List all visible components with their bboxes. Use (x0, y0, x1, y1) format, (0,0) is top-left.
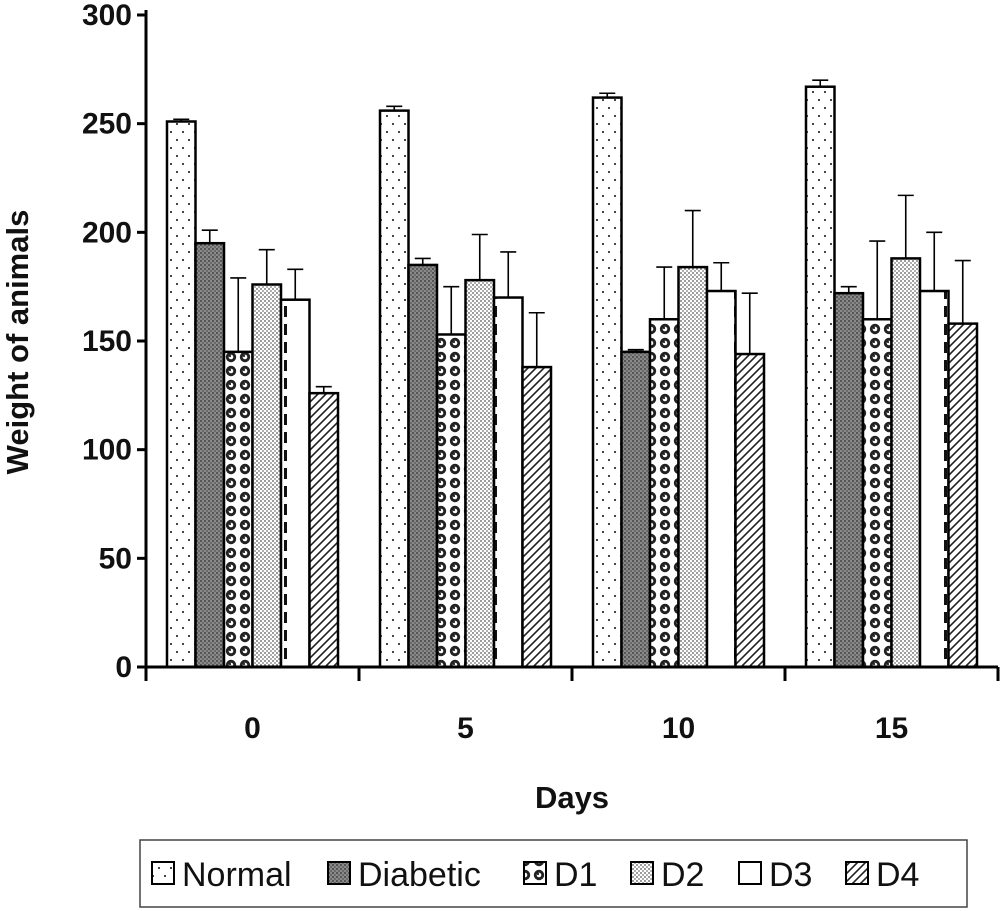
bar-normal-day-0 (165, 120, 197, 669)
legend-swatch-d2 (630, 861, 654, 885)
x-tick-label-15: 15 (875, 712, 908, 745)
bar-diabetic-day-5 (407, 263, 439, 669)
bar-d4-day-15 (947, 322, 979, 669)
bar-d1-day-15 (861, 318, 893, 669)
bar-d2-day-15 (890, 257, 922, 669)
y-tick-label-100: 100 (82, 434, 132, 467)
bar-d4-day-5 (521, 365, 553, 669)
bar-d3-day-5 (492, 296, 524, 669)
bar-d3-day-15 (918, 289, 950, 669)
y-axis-title: Weight of animals (0, 210, 35, 475)
bar-d1-day-10 (648, 318, 680, 669)
bar-normal-day-10 (591, 96, 623, 669)
bar-d2-day-5 (464, 278, 496, 669)
y-tick-label-200: 200 (82, 216, 132, 249)
bar-normal-day-15 (804, 85, 836, 669)
bar-normal-day-5 (378, 109, 410, 669)
bar-diabetic-day-10 (620, 350, 652, 669)
y-tick-label-150: 150 (82, 325, 132, 358)
legend-swatch-normal (151, 861, 175, 885)
legend-label-d1: D1 (554, 856, 597, 894)
bar-diabetic-day-0 (194, 241, 226, 669)
plot-area: 0 50 100 150 200 250 300 0 5 10 15 (82, 0, 1000, 745)
legend-swatch-d4 (845, 861, 869, 885)
x-axis-title: Days (535, 780, 609, 815)
bar-d1-day-5 (435, 333, 467, 669)
bar-d1-day-0 (222, 350, 254, 669)
bar-d2-day-0 (251, 283, 283, 669)
legend: Normal Diabetic D1 D2 D3 D4 (139, 839, 968, 908)
y-tick-label-300: 300 (82, 0, 132, 32)
y-tick-label-0: 0 (115, 651, 132, 684)
x-tick-label-5: 5 (457, 712, 474, 745)
bar-d4-day-10 (734, 352, 766, 669)
bar-d3-day-10 (705, 289, 737, 669)
legend-label-d4: D4 (876, 856, 919, 894)
legend-label-d3: D3 (769, 856, 812, 894)
legend-swatch-d3 (738, 861, 762, 885)
y-tick-label-50: 50 (99, 542, 132, 575)
x-tick-label-10: 10 (662, 712, 695, 745)
bar-d4-day-0 (308, 391, 340, 669)
legend-swatch-diabetic (327, 861, 351, 885)
bar-d2-day-10 (677, 265, 709, 669)
legend-label-normal: Normal (182, 856, 292, 894)
y-tick-label-250: 250 (82, 108, 132, 141)
legend-label-d2: D2 (661, 856, 704, 894)
legend-swatch-d1 (523, 861, 547, 885)
bar-d3-day-0 (279, 298, 311, 669)
x-tick-label-0: 0 (244, 712, 261, 745)
bar-diabetic-day-15 (833, 291, 865, 669)
legend-label-diabetic: Diabetic (358, 856, 481, 894)
legend-box (139, 839, 968, 908)
